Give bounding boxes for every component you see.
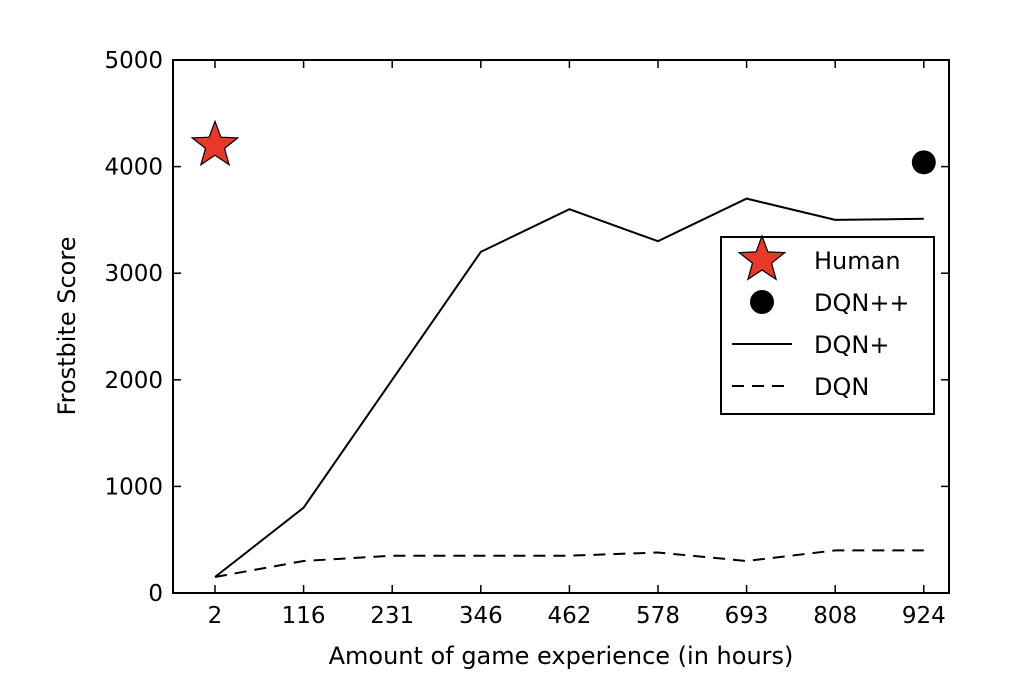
series-layer [214,197,924,578]
x-tick-label: 116 [282,603,326,629]
point-human [190,119,240,167]
y-tick-label: 0 [148,581,163,607]
x-tick-label: 2 [208,603,223,629]
plot-frame [172,59,950,594]
y-tick-label: 5000 [104,48,163,74]
legend-label-dqnplusplus: DQN++ [814,289,910,317]
y-axis-label: Frostbite Score [53,237,81,416]
x-tick-label: 693 [725,603,769,629]
point-dqnplusplus [911,150,936,175]
legend-items: Human DQN++ DQN+ DQN [732,234,910,401]
y-tick-label: 1000 [104,474,163,500]
series-line-dqnplus [214,197,924,578]
legend: Human DQN++ DQN+ DQN [720,234,935,415]
legend-marker-human [737,234,787,281]
x-tick-label: 578 [636,603,680,629]
x-axis-label: Amount of game experience (in hours) [329,642,794,670]
points-layer [190,119,936,175]
y-tick-label: 2000 [104,368,163,394]
legend-label-dqn: DQN [814,373,869,401]
y-tick-label: 4000 [104,155,163,181]
x-tick-label: 808 [813,603,857,629]
series-line-dqn [214,549,924,578]
x-tick-label: 924 [902,603,946,629]
x-tick-label: 462 [547,603,591,629]
legend-label-human: Human [814,247,901,275]
ticks-layer: 2 116 231 346 462 578 693 808 924 0 1000 2000 3000 40… [104,48,949,629]
x-tick-label: 231 [370,603,414,629]
legend-label-dqnplus: DQN+ [814,331,889,359]
y-tick-label: 3000 [104,261,163,287]
legend-marker-dqnplusplus [750,290,774,314]
x-tick-label: 346 [459,603,503,629]
